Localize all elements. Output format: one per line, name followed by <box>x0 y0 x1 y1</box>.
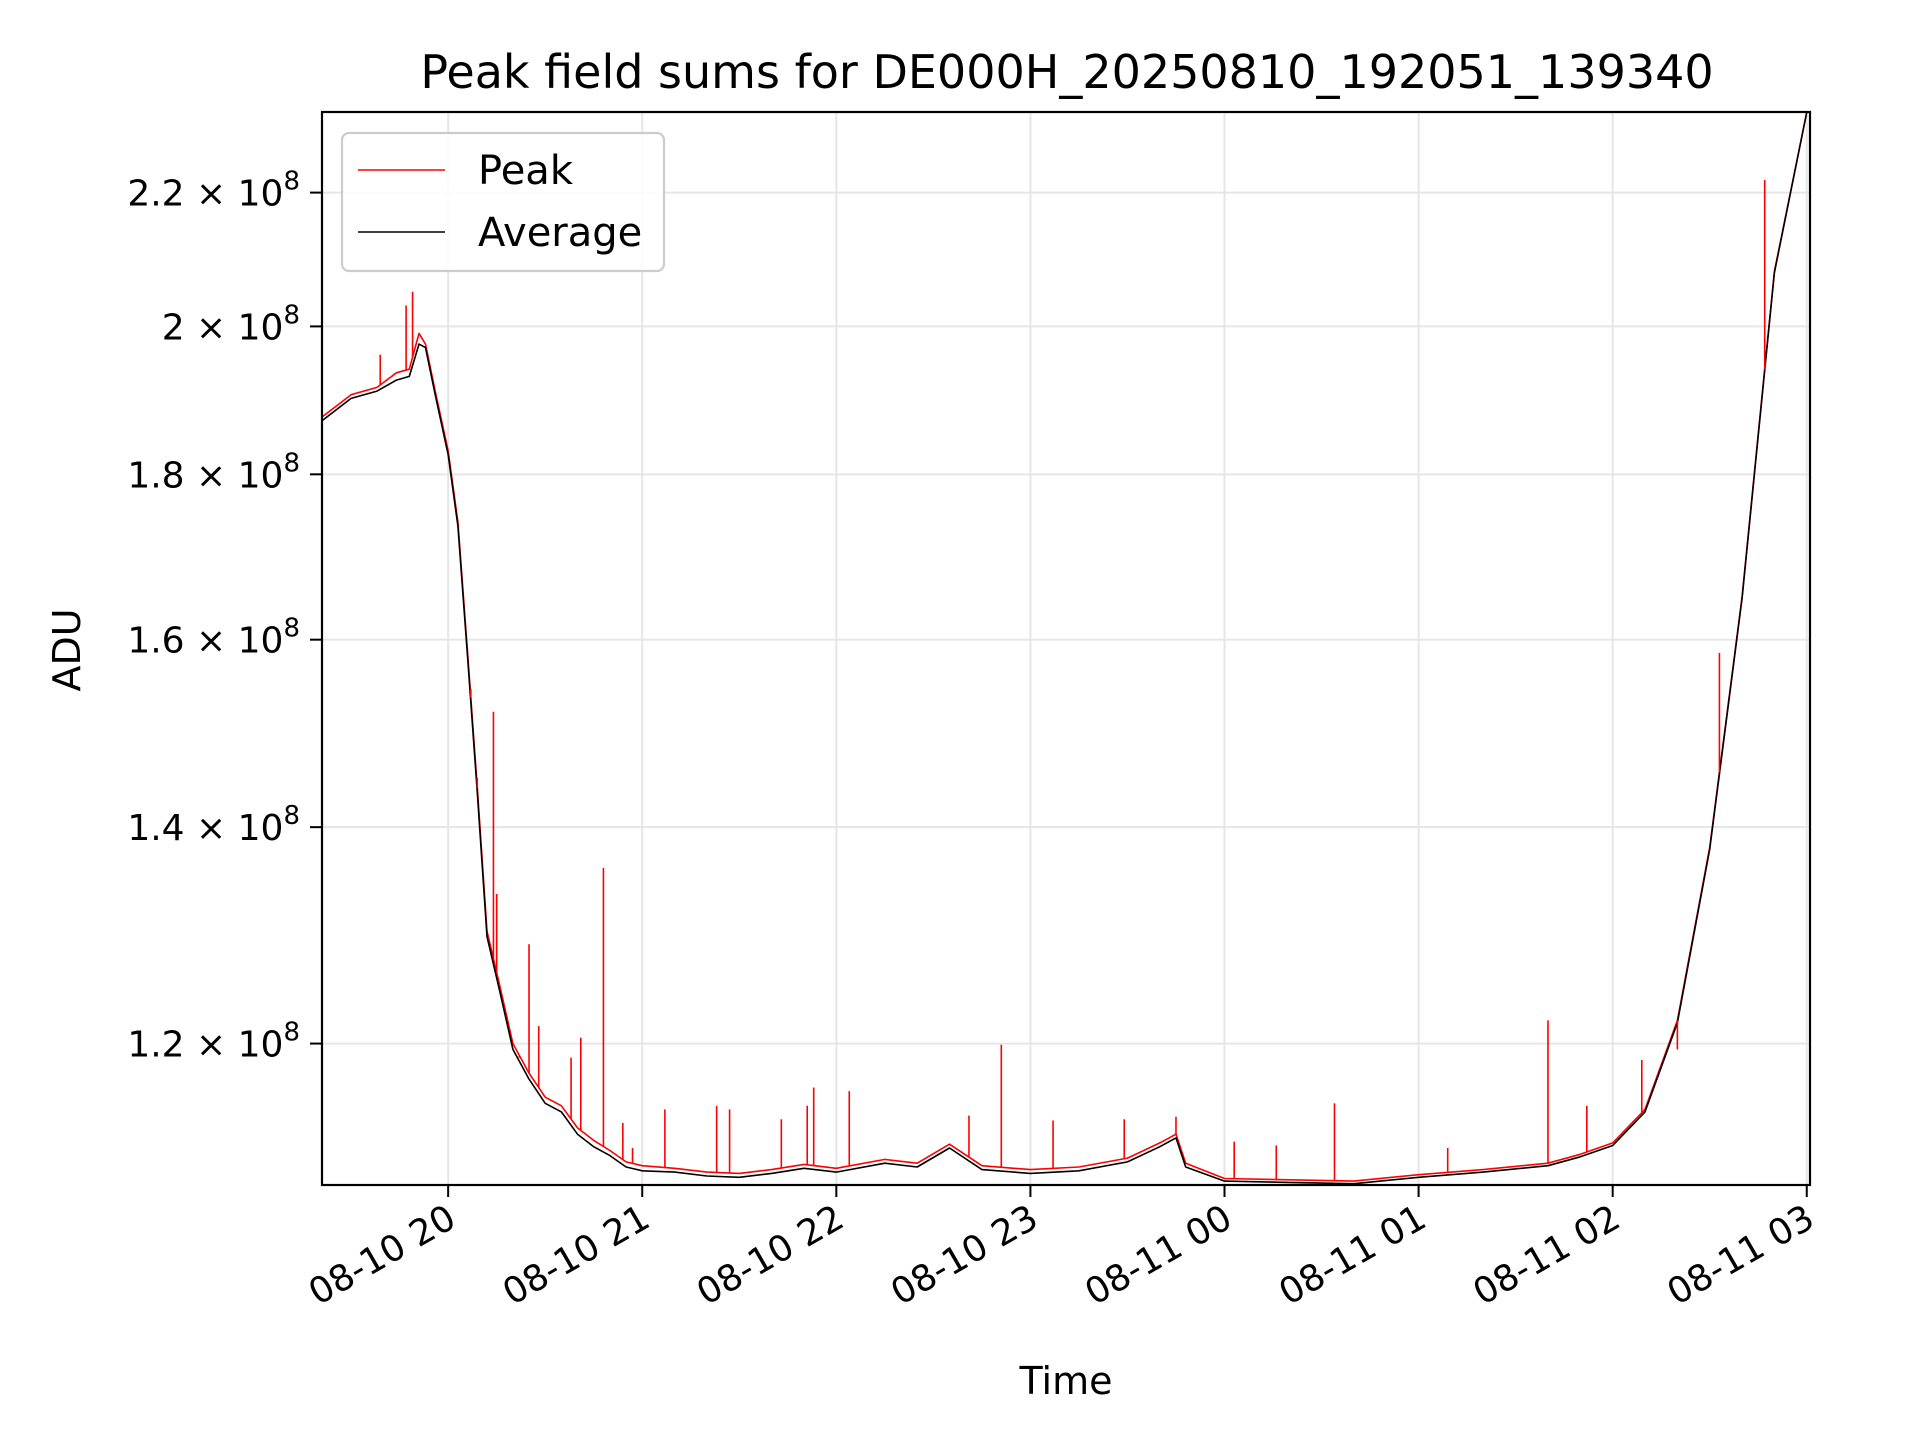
plot-frame <box>320 110 1812 1187</box>
y-tick-label: 2.2 × 108 <box>127 167 300 215</box>
series-average-line <box>322 112 1808 1185</box>
plot-area <box>322 112 1810 1185</box>
y-tick-label: 2 × 108 <box>162 300 300 348</box>
legend-average-label: Average <box>478 210 642 256</box>
y-axis-label: ADU <box>45 608 89 691</box>
legend-peak-label: Peak <box>478 148 574 194</box>
x-axis-label: Time <box>1019 1359 1113 1403</box>
series-layer <box>322 112 1808 1185</box>
chart-title: Peak field sums for DE000H_20250810_1920… <box>420 45 1713 99</box>
legend: Peak Average <box>340 131 666 273</box>
y-tick-label: 1.4 × 108 <box>127 801 300 849</box>
y-tick-label: 1.2 × 108 <box>127 1018 300 1066</box>
legend-box <box>340 131 666 273</box>
y-tick-label: 1.6 × 108 <box>127 614 300 662</box>
y-tick-label: 1.8 × 108 <box>127 448 300 496</box>
grid-lines <box>322 112 1810 1185</box>
